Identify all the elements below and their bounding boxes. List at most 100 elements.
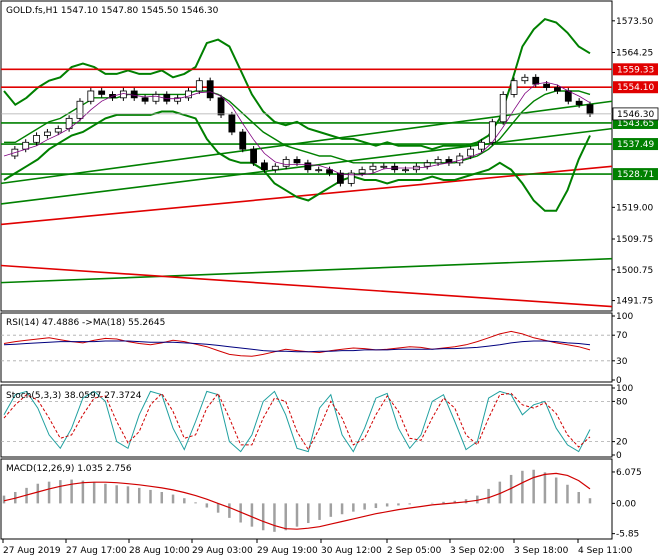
candle-body[interactable]	[228, 114, 236, 133]
candle-body[interactable]	[347, 172, 355, 184]
candle-body[interactable]	[564, 90, 572, 102]
candle-body[interactable]	[293, 159, 301, 164]
candle-body[interactable]	[261, 162, 268, 171]
stoch-axis-tick: 100	[616, 384, 633, 394]
time-axis-label: 30 Aug 12:00	[321, 546, 382, 556]
time-axis-label: 3 Sep 18:00	[514, 546, 569, 556]
price-axis-tick: 1500.75	[616, 266, 653, 276]
candle-body[interactable]	[575, 100, 583, 106]
current-price-tag	[612, 107, 659, 121]
level-price-label: 1559.33	[617, 65, 654, 75]
level-price-label: 1554.10	[617, 83, 654, 93]
candle-body[interactable]	[478, 141, 485, 150]
level-price-tag	[613, 81, 658, 94]
level-price-label: 1537.49	[617, 140, 654, 150]
price-header: GOLD.fs,H1 1547.10 1547.80 1545.50 1546.…	[6, 6, 219, 16]
price-axis-tick: 1509.75	[616, 235, 653, 245]
time-axis-label: 29 Aug 19:00	[257, 546, 318, 556]
level-price-tag	[613, 138, 658, 151]
rsi-axis-tick: 70	[616, 331, 628, 341]
rsi-axis-tick: 100	[616, 312, 633, 322]
candle-body[interactable]	[510, 80, 518, 95]
candle-body[interactable]	[467, 148, 475, 157]
candle-body[interactable]	[358, 169, 366, 174]
candle-body[interactable]	[554, 87, 561, 92]
candle-body[interactable]	[239, 131, 247, 150]
rsi-series-line	[3, 330, 591, 357]
level-price-label: 1543.65	[617, 119, 654, 129]
price-axis-tick: 1564.25	[616, 48, 653, 58]
candle-body[interactable]	[185, 90, 192, 99]
time-axis-label: 4 Sep 11:00	[578, 546, 633, 556]
rsi-axis-tick: 30	[616, 357, 628, 367]
candle-body[interactable]	[152, 94, 160, 102]
stoch-panel[interactable]	[0, 384, 613, 458]
candle-body[interactable]	[282, 159, 290, 167]
candle-body[interactable]	[54, 128, 62, 133]
stoch-axis-tick: 80	[616, 397, 628, 407]
time-axis-label: 29 Aug 03:00	[192, 546, 253, 556]
level-price-label: 1528.71	[617, 170, 654, 180]
candle-body[interactable]	[304, 162, 312, 171]
time-axis-label: 3 Sep 02:00	[450, 546, 505, 556]
candle-body[interactable]	[402, 169, 409, 172]
bollinger-middle	[4, 90, 591, 164]
candle-body[interactable]	[44, 131, 51, 136]
time-axis-label: 2 Sep 05:00	[387, 546, 442, 556]
macd-axis-tick: 6.075	[616, 468, 642, 478]
rsi-axis-tick: 0	[616, 376, 622, 386]
trend-line[interactable]	[0, 100, 613, 185]
price-axis-tick: 1573.50	[616, 17, 653, 27]
trend-line[interactable]	[0, 165, 613, 226]
candle-body[interactable]	[337, 172, 344, 184]
candle-body[interactable]	[217, 97, 225, 116]
candle-body[interactable]	[33, 135, 40, 143]
price-axis-tick: 1491.75	[616, 297, 653, 307]
candle-body[interactable]	[315, 169, 323, 172]
bollinger-lower	[3, 110, 591, 212]
stoch-header: Stoch(5,3,3) 38.0597 27.3724	[6, 391, 142, 401]
candle-body[interactable]	[380, 165, 388, 168]
candle-body[interactable]	[423, 162, 431, 167]
time-axis-label: 27 Aug 2019	[3, 546, 61, 556]
candle-body[interactable]	[532, 76, 540, 85]
candle-body[interactable]	[326, 169, 333, 174]
macd-header: MACD(12,26,9) 1.035 2.756	[6, 464, 132, 474]
stoch-axis-tick: 0	[616, 451, 622, 461]
candle-body[interactable]	[195, 80, 203, 92]
candle-body[interactable]	[499, 94, 507, 123]
stoch-axis-tick: 20	[616, 438, 628, 448]
price-panel[interactable]	[0, 0, 613, 312]
macd-axis-tick: 0.00	[616, 499, 636, 509]
candle-body[interactable]	[87, 90, 95, 102]
level-price-tag	[613, 63, 658, 76]
candle-body[interactable]	[250, 148, 257, 164]
candle-body[interactable]	[434, 159, 442, 164]
rsi-series-line	[3, 340, 591, 353]
stoch-k-line	[3, 390, 591, 453]
macd-axis-tick: -5.85	[616, 530, 639, 540]
candle-body[interactable]	[141, 97, 149, 102]
trend-line[interactable]	[0, 264, 613, 308]
candle-body[interactable]	[521, 76, 529, 82]
trend-line[interactable]	[0, 257, 613, 284]
candle-body[interactable]	[271, 165, 279, 171]
candle-body[interactable]	[586, 104, 594, 115]
macd-signal-line	[3, 472, 591, 530]
time-axis-label: 28 Aug 10:00	[129, 546, 190, 556]
candle-body[interactable]	[98, 90, 106, 95]
price-axis-tick: 1519.00	[616, 203, 653, 213]
candle-body[interactable]	[369, 165, 377, 171]
candle-body[interactable]	[130, 90, 138, 99]
candle-body[interactable]	[206, 80, 214, 99]
stoch-d-line	[3, 392, 591, 451]
current-price-label: 1546.30	[617, 110, 654, 120]
level-price-tag	[613, 168, 658, 181]
rsi-header: RSI(14) 47.4886 ->MA(18) 55.2645	[6, 318, 165, 328]
candle-body[interactable]	[76, 100, 84, 119]
rsi-panel[interactable]	[0, 312, 613, 383]
time-axis-label: 27 Aug 17:00	[66, 546, 127, 556]
candle-body[interactable]	[174, 97, 182, 102]
candle-body[interactable]	[543, 83, 550, 88]
